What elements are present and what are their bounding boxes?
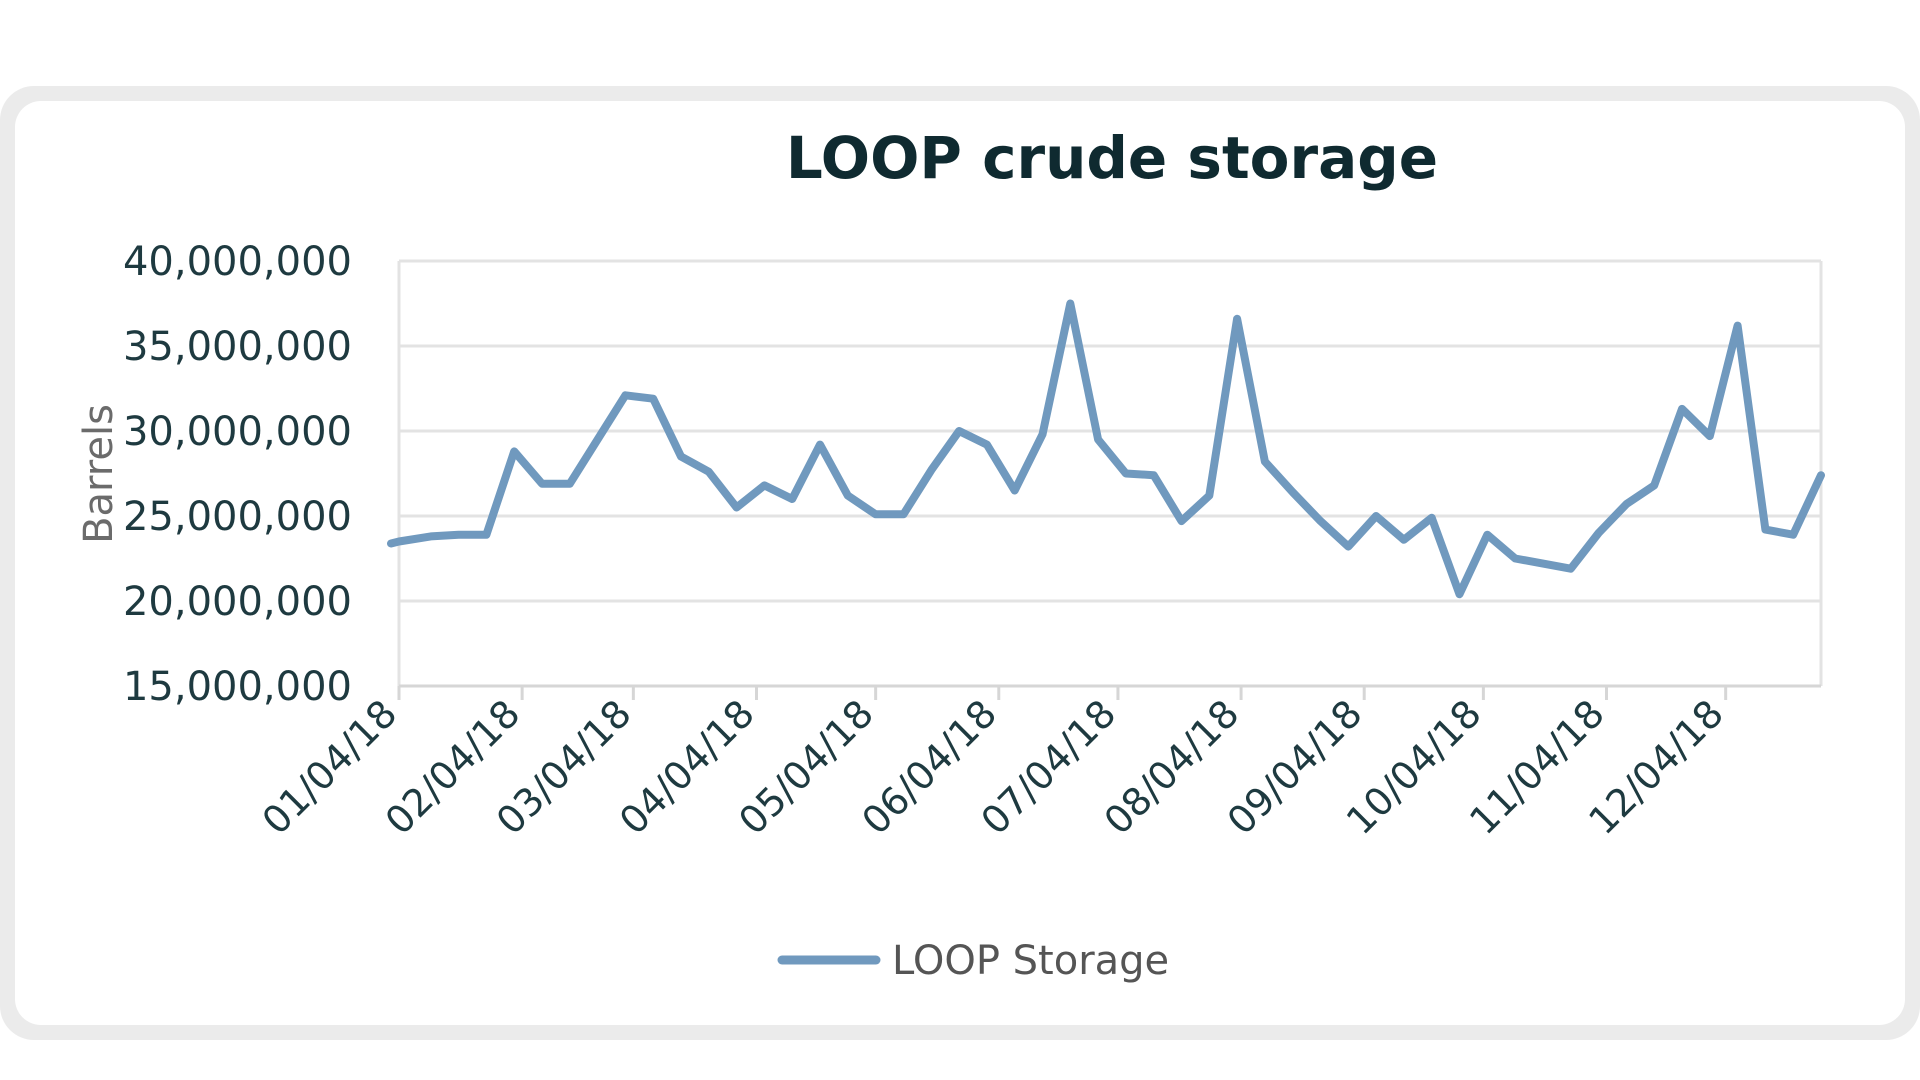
y-tick-labels: 15,000,000 20,000,000 25,000,000 30,000,000… (123, 239, 352, 710)
y-tick-label: 20,000,000 (123, 579, 352, 625)
axes (397, 261, 1823, 688)
series-lines (387, 299, 1825, 599)
x-tick-labels: 01/04/1802/04/1803/04/1804/04/1805/04/18… (254, 686, 1732, 843)
y-tick-label: 25,000,000 (123, 494, 352, 540)
y-tick-label: 30,000,000 (123, 409, 352, 455)
legend: LOOP Storage (777, 938, 1169, 984)
chart-card-inner (15, 101, 1905, 1025)
x-tick-label: 01/04/18 (254, 691, 406, 843)
chart-title: LOOP crude storage (786, 124, 1438, 192)
chart-card (0, 86, 1920, 1040)
legend-label: LOOP Storage (892, 938, 1169, 984)
x-tick-label: 08/04/18 (1096, 691, 1248, 843)
gridlines (399, 259, 1821, 603)
y-axis-label: Barrels (76, 404, 122, 544)
y-tick-label: 35,000,000 (123, 324, 352, 370)
y-tick-label: 40,000,000 (123, 239, 352, 285)
series-line-loop-storage (387, 299, 1825, 599)
y-tick-label: 15,000,000 (123, 664, 352, 710)
